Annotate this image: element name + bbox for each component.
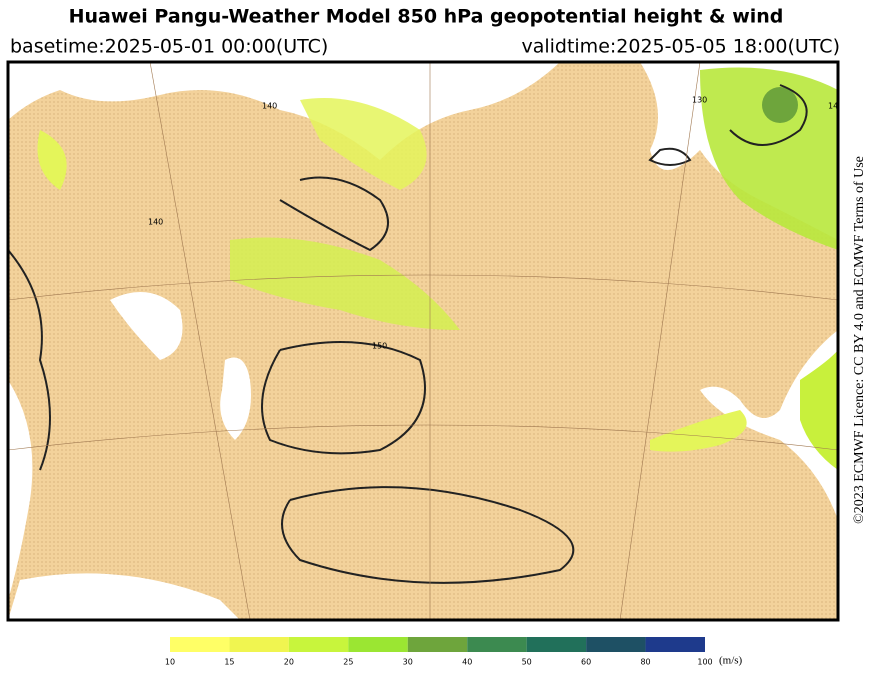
colorbar-segment <box>586 637 646 652</box>
contour-label: 150 <box>372 342 387 351</box>
contour-label: 140 <box>828 102 843 111</box>
contour-label: 130 <box>692 96 707 105</box>
colorbar-tick-label: 30 <box>403 658 413 667</box>
colorbar-tick-label: 25 <box>343 658 353 667</box>
colorbar-segment <box>526 637 587 652</box>
map-frame <box>6 60 840 622</box>
colorbar-tick-label: 40 <box>462 658 472 667</box>
pacific-west <box>700 330 838 520</box>
wind-area <box>300 98 427 190</box>
colorbar-segment <box>170 637 230 652</box>
colorbar-segment <box>288 637 349 652</box>
wind-area <box>37 130 67 190</box>
wind-area <box>230 237 460 330</box>
colorbar-tick-label: 80 <box>640 658 650 667</box>
colorbar-segment <box>407 637 468 652</box>
license: ©2023 ECMWF Licence: CC BY 4.0 and ECMWF… <box>852 156 867 524</box>
colorbar-tick-label: 10 <box>165 658 175 667</box>
colorbar-tick-label: 60 <box>581 658 591 667</box>
caspian-sea <box>220 357 251 440</box>
title: Huawei Pangu-Weather Model 850 hPa geopo… <box>69 6 784 28</box>
colorbar-segment <box>348 637 408 652</box>
map: 140 140 150 130 140 <box>8 62 843 620</box>
colorbar: 10 15 20 25 30 40 50 60 80 100 (m/s) <box>165 637 743 667</box>
colorbar-unit: (m/s) <box>719 655 743 667</box>
arctic-ocean <box>8 62 560 160</box>
sea-south <box>8 573 240 620</box>
colorbar-tick-label: 100 <box>697 658 712 667</box>
wind-area <box>800 350 838 470</box>
validtime: validtime:2025-05-05 18:00(UTC) <box>521 36 840 58</box>
colorbar-segment <box>229 637 289 652</box>
basetime: basetime:2025-05-01 00:00(UTC) <box>10 36 328 58</box>
colorbar-tick-label: 50 <box>522 658 532 667</box>
wind-core <box>762 87 798 123</box>
contours <box>8 84 808 584</box>
wind-area <box>700 67 838 250</box>
colorbar-tick-label: 15 <box>224 658 234 667</box>
contour-label: 140 <box>148 218 163 227</box>
wind-area <box>650 410 747 452</box>
black-sea <box>110 292 183 360</box>
colorbar-segment <box>467 637 527 652</box>
colorbar-tick-label: 20 <box>284 658 294 667</box>
atlantic <box>8 380 33 600</box>
graticule <box>8 62 838 620</box>
colorbar-segment <box>645 637 705 652</box>
contour-label: 140 <box>262 102 277 111</box>
